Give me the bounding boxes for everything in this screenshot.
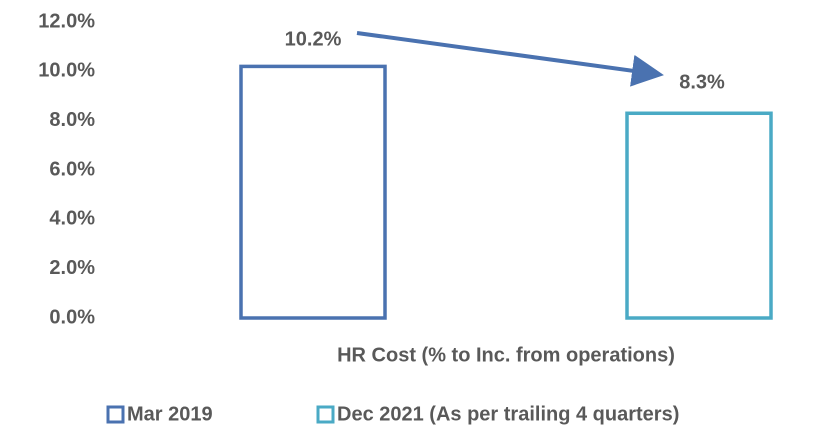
legend-swatch [316, 405, 335, 424]
value-label: 10.2% [285, 29, 342, 51]
legend-label: Mar 2019 [127, 403, 213, 425]
y-tick-label: 10.0% [38, 60, 95, 82]
legend-label: Dec 2021 (As per trailing 4 quarters) [337, 403, 679, 425]
trend-arrow [356, 31, 664, 87]
y-tick-label: 6.0% [49, 158, 95, 180]
value-label: 8.3% [679, 72, 725, 94]
category-label: HR Cost (% to Inc. from operations) [337, 344, 675, 366]
bar [625, 111, 773, 320]
y-tick-label: 2.0% [49, 257, 95, 279]
legend-swatch [106, 405, 125, 424]
y-tick-label: 8.0% [49, 109, 95, 131]
y-tick-label: 12.0% [38, 10, 95, 32]
bar [239, 64, 387, 320]
y-tick-label: 0.0% [49, 306, 95, 328]
y-tick-label: 4.0% [49, 208, 95, 230]
